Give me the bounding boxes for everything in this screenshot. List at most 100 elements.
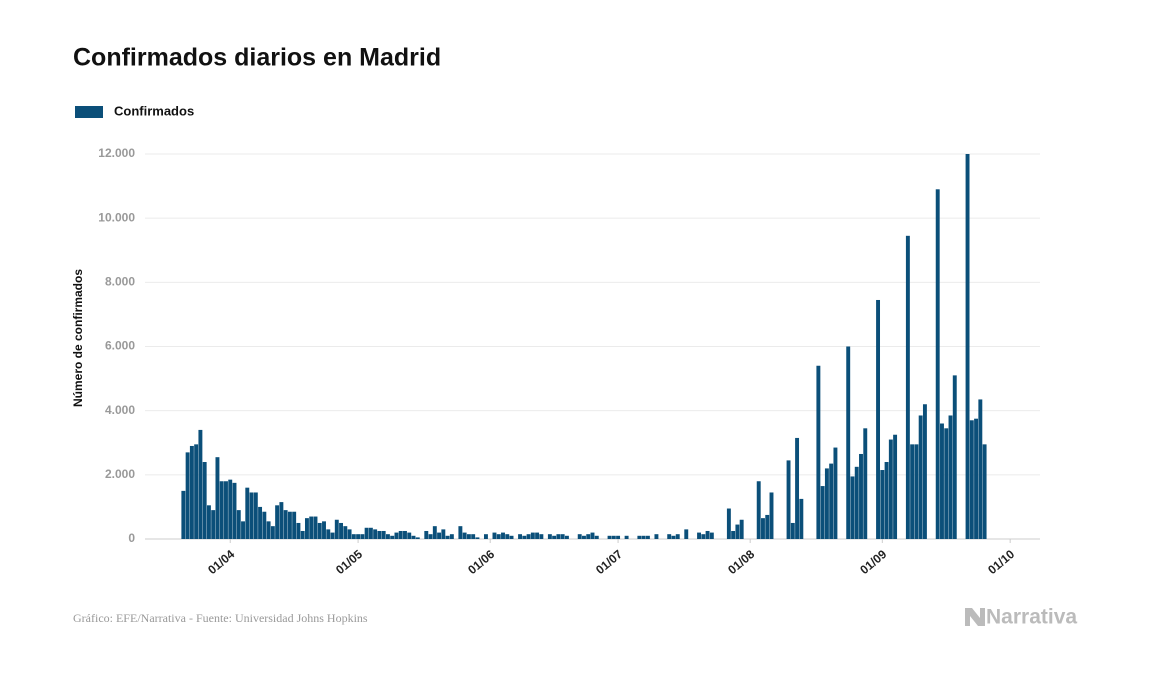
bar [492,532,497,539]
bar [206,505,211,539]
bar [241,521,245,539]
bar [373,529,378,539]
bar [339,522,344,539]
bar [854,466,859,539]
bar [833,447,838,539]
bar [403,530,407,539]
legend-label: Confirmados [114,103,194,118]
y-tick-label: 2.000 [105,467,135,481]
bar [577,534,582,539]
bar [846,346,851,539]
bar [377,530,382,539]
bar [292,511,297,539]
bar [236,510,241,539]
bar [564,535,569,539]
bar [611,535,616,539]
bar [275,505,280,539]
bar [786,460,791,539]
bar [556,534,561,539]
bar [526,534,531,539]
bar [466,534,471,539]
bar [518,534,523,539]
bar [309,516,314,539]
bar [394,532,399,539]
legend-swatch [75,106,103,118]
bar [445,535,450,539]
bar [215,457,220,539]
bar [539,534,544,539]
bar [449,534,454,539]
bar [859,453,863,539]
x-tick-label: 01/07 [593,547,625,577]
bar [185,452,190,539]
bar [407,532,412,539]
bar [731,530,736,539]
x-tick-label: 01/10 [985,547,1017,577]
y-tick-label: 10.000 [98,210,135,224]
bar [969,420,974,539]
bar [739,519,744,539]
bar [368,527,373,539]
bar [441,529,446,539]
bar [582,535,586,539]
bar [701,534,706,539]
bar [390,535,395,539]
bar [594,535,599,539]
bar [978,399,983,539]
bar [245,487,250,539]
bar [296,522,301,539]
bar [910,444,915,539]
bar [496,534,501,539]
bar [437,532,442,539]
bar [330,532,335,539]
logo: Narrativa [986,606,1077,629]
bar [262,511,267,539]
bar [952,375,957,539]
bar [522,535,527,539]
bar [667,534,672,539]
bar [535,532,540,539]
bar [735,524,740,539]
bar [228,479,233,539]
bar [560,534,565,539]
bar [530,532,535,539]
bar [982,444,987,539]
bar [334,519,339,539]
bar [616,535,621,539]
bar [761,518,765,539]
bar [893,434,898,539]
bar [863,428,868,539]
y-tick-label: 4.000 [105,403,135,417]
bar [905,235,910,539]
bar [637,535,642,539]
bar [300,530,305,539]
bar [799,498,804,539]
y-tick-label: 6.000 [105,339,135,353]
bar [974,418,979,539]
bar [356,534,361,539]
bar [726,508,731,539]
bar [944,428,949,539]
bar [189,445,194,539]
bar [317,522,322,539]
bar [884,462,889,539]
bar [432,526,437,539]
y-tick-label: 0 [128,531,135,545]
bar [876,299,881,539]
bar [922,404,927,539]
bar [428,534,433,539]
bar [258,506,263,539]
x-tick-label: 01/05 [333,547,365,577]
bar [343,526,348,539]
bar [475,537,480,539]
bar [705,530,710,539]
bar [590,532,595,539]
bar [304,518,309,539]
bar [829,463,834,539]
bar [965,154,970,539]
bar [820,486,825,539]
bar [586,534,591,539]
bar [347,529,352,539]
bar [381,530,386,539]
bar [624,535,629,539]
